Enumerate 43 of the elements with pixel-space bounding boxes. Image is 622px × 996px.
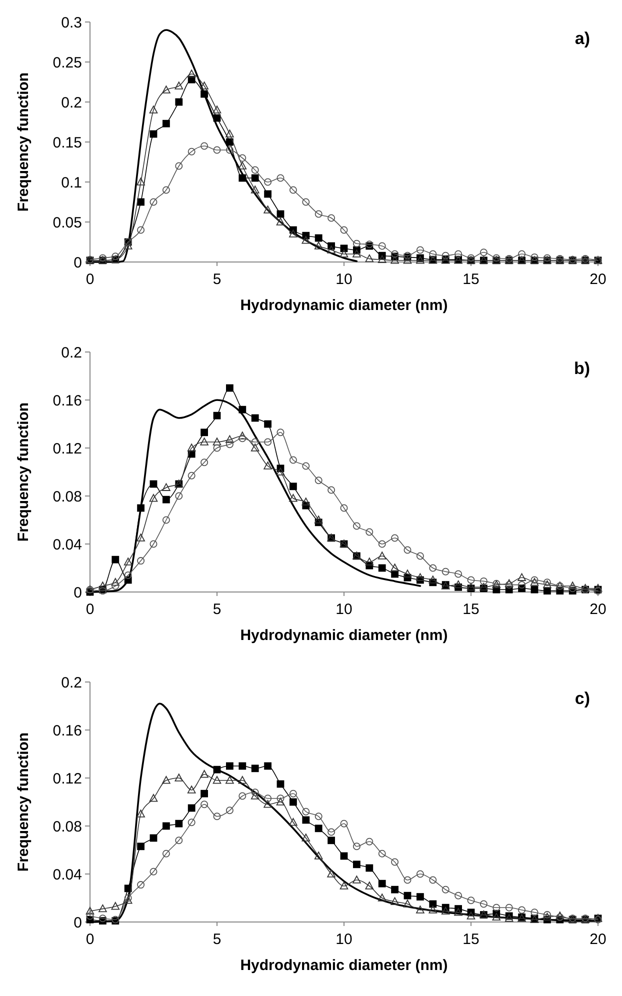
x-tick-label: 5 [212, 601, 222, 618]
y-axis-title: Frequency function [15, 732, 32, 872]
annotation: b) [574, 359, 590, 378]
y-tick-label: 0.1 [61, 174, 82, 192]
annotation: c) [574, 689, 590, 708]
y-tick-label: 0.08 [52, 488, 82, 506]
x-axis-title: Hydrodynamic diameter (nm) [240, 957, 448, 974]
y-axis-title: Frequency function [15, 402, 32, 542]
x-tick-label: 10 [336, 931, 352, 948]
y-tick-label: 0.3 [61, 14, 82, 32]
y-tick-label: 0.2 [61, 94, 82, 112]
annotation: a) [574, 29, 590, 48]
x-tick-label: 15 [462, 271, 480, 288]
x-tick-label: 20 [590, 931, 606, 948]
y-tick-label: 0.16 [52, 392, 82, 410]
y-tick-label: 0.05 [52, 214, 82, 232]
y-tick-label: 0 [74, 584, 82, 602]
y-tick-label: 0.15 [52, 134, 82, 152]
y-tick-label: 0 [74, 914, 82, 932]
x-tick-label: 5 [212, 931, 222, 948]
y-tick-label: 0.12 [52, 770, 82, 788]
y-tick-label: 0.04 [52, 866, 82, 884]
x-axis-title: Hydrodynamic diameter (nm) [240, 627, 448, 644]
y-tick-label: 0.16 [52, 722, 82, 740]
y-tick-label: 0.2 [61, 674, 82, 692]
x-tick-label: 15 [462, 601, 480, 618]
x-tick-label: 15 [462, 931, 480, 948]
x-tick-label: 0 [86, 601, 94, 618]
x-axis-title: Hydrodynamic diameter (nm) [240, 297, 448, 314]
x-tick-label: 20 [590, 601, 606, 618]
x-tick-label: 0 [86, 271, 94, 288]
y-tick-label: 0.2 [61, 344, 82, 362]
y-tick-label: 0 [74, 254, 82, 272]
y-tick-label: 0.08 [52, 818, 82, 836]
x-tick-label: 5 [212, 271, 222, 288]
x-tick-label: 0 [86, 931, 94, 948]
y-axis-title: Frequency function [15, 72, 32, 212]
x-tick-label: 20 [590, 271, 606, 288]
y-tick-label: 0.04 [52, 536, 82, 554]
y-tick-label: 0.25 [52, 54, 82, 72]
x-tick-label: 10 [336, 271, 352, 288]
y-tick-label: 0.12 [52, 440, 82, 458]
x-tick-label: 10 [336, 601, 352, 618]
